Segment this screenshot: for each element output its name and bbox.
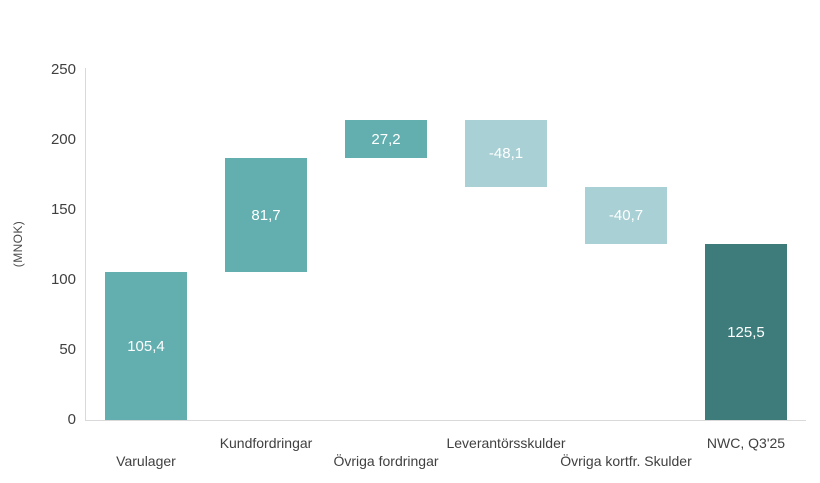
bar-value-label: 105,4	[127, 337, 165, 355]
y-axis-title: (MNOK)	[11, 220, 25, 268]
y-tick-100: 100	[50, 271, 76, 288]
bar-value-label: -40,7	[608, 207, 644, 225]
bar-value-label: 81,7	[251, 206, 281, 224]
bar-value-label: -48,1	[488, 145, 524, 163]
x-label-0: Varulager	[116, 453, 176, 469]
bar-0: 105,4	[105, 272, 187, 420]
bar-5: 125,5	[705, 244, 787, 420]
x-label-2: Övriga fordringar	[333, 453, 439, 469]
y-tick-0: 0	[67, 411, 76, 428]
y-tick-250: 250	[50, 61, 76, 78]
y-tick-50: 50	[59, 341, 76, 358]
x-label-5: NWC, Q3'25	[706, 435, 786, 451]
bar-value-label: 27,2	[371, 130, 401, 148]
bar-2: 27,2	[345, 119, 427, 159]
y-tick-150: 150	[50, 201, 76, 218]
y-tick-200: 200	[50, 131, 76, 148]
bar-1: 81,7	[225, 158, 307, 273]
x-label-1: Kundfordringar	[219, 435, 313, 451]
x-axis-line	[85, 420, 806, 421]
y-axis-line	[85, 68, 86, 420]
bar-4: -40,7	[585, 187, 667, 245]
bar-3: -48,1	[465, 119, 547, 188]
x-label-4: Övriga kortfr. Skulder	[560, 453, 692, 469]
bar-value-label: 125,5	[727, 323, 765, 341]
x-label-3: Leverantörsskulder	[446, 435, 566, 451]
